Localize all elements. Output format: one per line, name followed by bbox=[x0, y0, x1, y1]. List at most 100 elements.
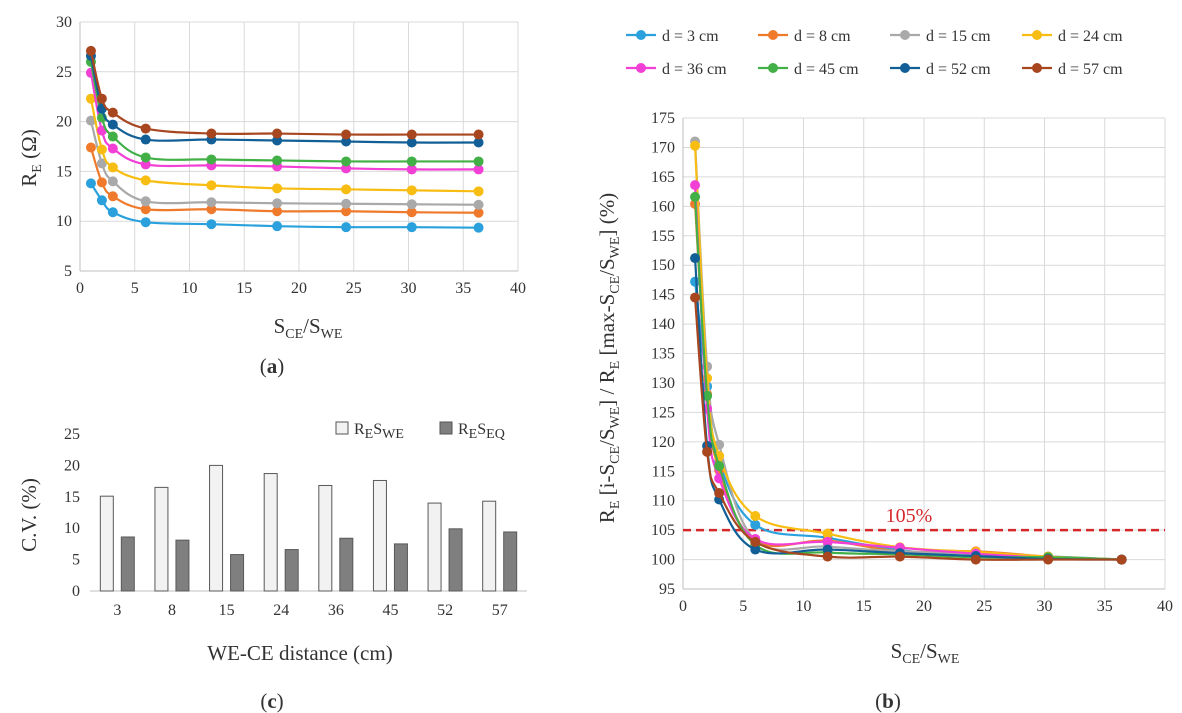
legend-marker bbox=[768, 30, 778, 40]
chart-a-data-point bbox=[140, 123, 151, 134]
chart-a-data-point bbox=[96, 177, 107, 188]
chart-a-data-point bbox=[107, 191, 118, 202]
legend-marker bbox=[1032, 30, 1042, 40]
legend-marker bbox=[900, 63, 910, 73]
chart-a-data-point bbox=[140, 159, 151, 170]
chart-b-y-axis-label-part: CE bbox=[608, 446, 623, 464]
chart-a-x-tick-label: 20 bbox=[291, 280, 307, 297]
chart-a-series bbox=[85, 45, 484, 233]
chart-a-data-point bbox=[206, 197, 217, 208]
chart-a-data-point bbox=[341, 163, 352, 174]
chart-b-y-tick-label: 145 bbox=[651, 287, 675, 304]
chart-b-data-point bbox=[970, 554, 981, 565]
chart-c-bar-reswe bbox=[372, 479, 387, 592]
chart-b-data-point bbox=[1043, 554, 1054, 565]
chart-a-data-point bbox=[406, 207, 417, 218]
chart-b-x-tick-label: 30 bbox=[1037, 598, 1053, 615]
chart-b-y-tick-label: 125 bbox=[651, 404, 675, 421]
chart-b-x-tick-label: 10 bbox=[796, 598, 812, 615]
chart-c-tick-labels: 0 5 10 15 20 25 3 8 15 24 36 45 52 57 bbox=[64, 426, 508, 619]
chart-a-series-0 bbox=[85, 178, 484, 233]
chart-b-x-tick-label: 25 bbox=[976, 598, 992, 615]
chart-b-y-axis-label-part: ] / R bbox=[595, 369, 619, 406]
chart-a-data-point bbox=[473, 156, 484, 167]
chart-b-x-tick-label: 35 bbox=[1097, 598, 1113, 615]
chart-a-series-2 bbox=[85, 115, 484, 210]
legend-item: d = 8 cm bbox=[758, 28, 851, 45]
chart-c-bar-reswe bbox=[209, 464, 224, 592]
chart-a-data-point bbox=[473, 222, 484, 233]
chart-b-y-tick-label: 170 bbox=[651, 139, 675, 156]
chart-b-x-axis-label: SCE/SWE bbox=[891, 639, 960, 667]
chart-c-y-axis-label: C.V. (%) bbox=[17, 478, 41, 552]
legend-label-reswe: RESWE bbox=[354, 421, 404, 442]
chart-b-data-point bbox=[714, 460, 725, 471]
chart-a-data-point bbox=[206, 128, 217, 139]
chart-a-data-point bbox=[96, 195, 107, 206]
legend-label: d = 15 cm bbox=[926, 28, 991, 45]
chart-b-y-axis-label-part: WE bbox=[608, 237, 623, 259]
legend-swatch-reseq bbox=[439, 421, 453, 435]
chart-a-data-point bbox=[140, 152, 151, 163]
chart-b-data-point bbox=[822, 536, 833, 547]
chart-c-bar-reswe bbox=[99, 495, 114, 592]
chart-a-data-point bbox=[406, 137, 417, 148]
chart-b-y-tick-label: 105 bbox=[651, 522, 675, 539]
chart-a-x-tick-label: 30 bbox=[401, 280, 417, 297]
chart-b-y-tick-label: 110 bbox=[652, 493, 675, 510]
chart-c-bar-reseq bbox=[230, 554, 245, 592]
chart-a-data-point bbox=[206, 154, 217, 165]
chart-b-x-tick-label: 0 bbox=[679, 598, 687, 615]
legend-label-reseq: RESEQ bbox=[458, 421, 505, 442]
chart-b-data-point bbox=[702, 373, 713, 384]
chart-c-y-tick-label: 20 bbox=[64, 457, 80, 474]
chart-a-data-point bbox=[96, 93, 107, 104]
chart-a-data-point bbox=[341, 136, 352, 147]
chart-b-data-point bbox=[750, 536, 761, 547]
chart-a-data-point bbox=[140, 217, 151, 228]
legend-item: d = 45 cm bbox=[758, 61, 859, 78]
chart-b-y-axis-label-part: /S bbox=[595, 428, 619, 446]
chart-a-x-tick-label: 40 bbox=[510, 280, 526, 297]
chart-b-y-axis-label-part: [i-S bbox=[595, 464, 619, 501]
panel-b-label: (b) bbox=[875, 689, 901, 713]
chart-c-bars bbox=[99, 464, 518, 592]
chart-b-data-point bbox=[702, 446, 713, 457]
legend-label: d = 24 cm bbox=[1058, 28, 1123, 45]
chart-b-series-7 bbox=[690, 292, 1127, 565]
chart-c: 0 5 10 15 20 25 3 8 15 24 36 45 52 57 RESWE RESEQ C.V… bbox=[17, 421, 527, 713]
chart-b-x-tick-label: 20 bbox=[916, 598, 932, 615]
legend-item: d = 36 cm bbox=[626, 61, 727, 78]
chart-b-y-tick-label: 95 bbox=[659, 581, 675, 598]
chart-c-x-tick-label: 24 bbox=[273, 602, 289, 619]
chart-b-y-axis-label-part: /S bbox=[595, 258, 619, 276]
chart-a-x-tick-label: 15 bbox=[236, 280, 252, 297]
legend-item: d = 24 cm bbox=[1022, 28, 1123, 45]
chart-a-data-point bbox=[107, 143, 118, 154]
chart-a-data-point bbox=[107, 162, 118, 173]
chart-a-data-point bbox=[473, 186, 484, 197]
chart-c-x-tick-label: 8 bbox=[168, 602, 176, 619]
chart-a-data-point bbox=[406, 156, 417, 167]
chart-b-legend: d = 3 cm d = 8 cm d = 15 cm d = 24 cm d = 36… bbox=[626, 28, 1123, 78]
legend-swatch-reswe bbox=[335, 421, 349, 435]
chart-a-y-tick-label: 25 bbox=[56, 64, 72, 81]
chart-a-data-point bbox=[96, 158, 107, 169]
chart-b-y-tick-label: 120 bbox=[651, 434, 675, 451]
chart-a-x-tick-label: 35 bbox=[455, 280, 471, 297]
chart-a-x-axis-label: SCE/SWE bbox=[274, 314, 343, 342]
chart-b-y-axis-label-part: ] (%) bbox=[595, 193, 619, 237]
legend-marker bbox=[900, 30, 910, 40]
chart-a-data-point bbox=[140, 204, 151, 215]
chart-b-y-tick-label: 140 bbox=[651, 316, 675, 333]
chart-c-bar-reseq bbox=[448, 528, 463, 592]
chart-b-data-point bbox=[690, 180, 701, 191]
chart-b-y-tick-label: 150 bbox=[651, 257, 675, 274]
chart-a-data-point bbox=[272, 206, 283, 217]
chart-a-x-tick-label: 0 bbox=[76, 280, 84, 297]
legend-label: d = 57 cm bbox=[1058, 61, 1123, 78]
chart-c-x-tick-label: 15 bbox=[219, 602, 235, 619]
legend-item: d = 52 cm bbox=[890, 61, 991, 78]
chart-b-data-point bbox=[822, 528, 833, 539]
